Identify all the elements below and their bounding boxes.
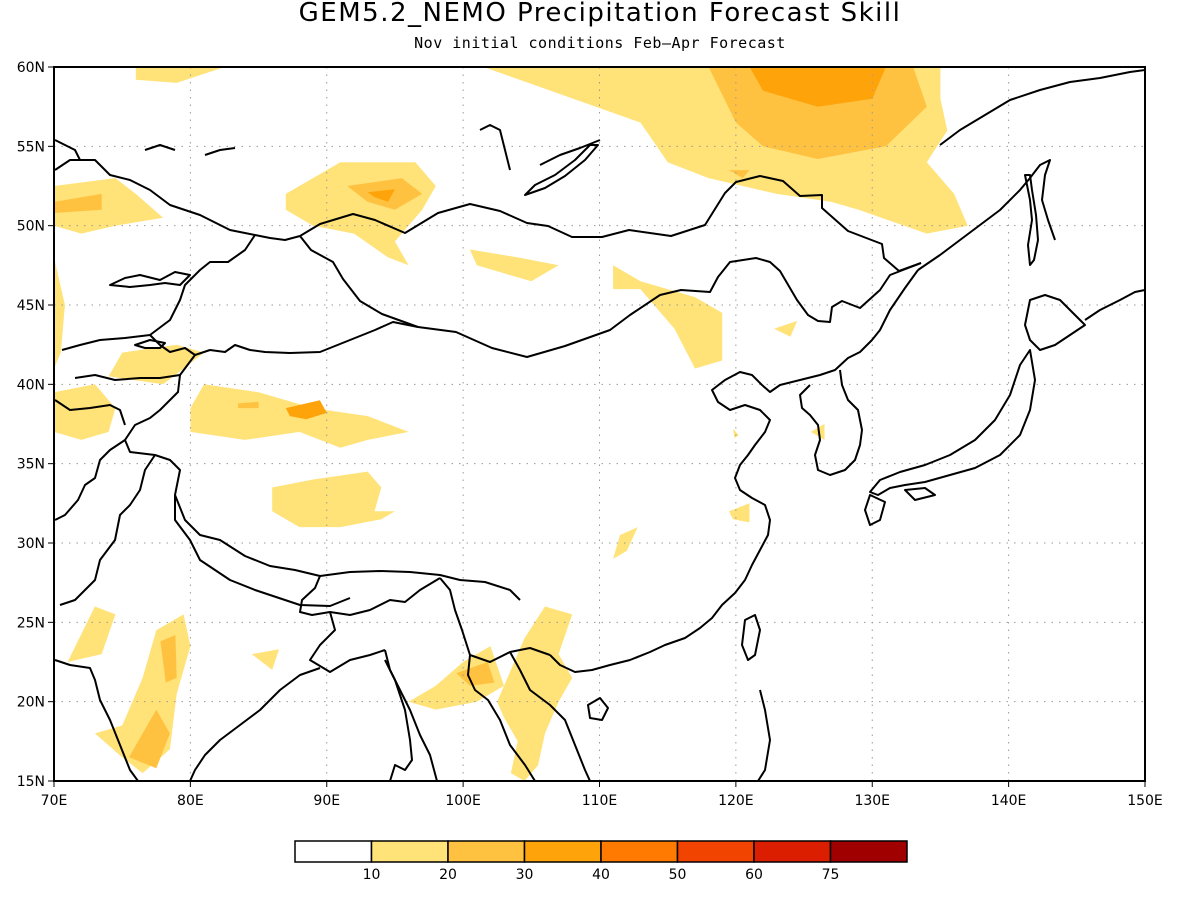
colorbar-swatch <box>676 840 755 863</box>
lon-tick-label: 70E <box>41 793 68 809</box>
skill-region-19 <box>272 471 395 528</box>
coastlines-borders <box>54 69 1145 781</box>
lat-tick-label: 30N <box>17 536 45 552</box>
lat-tick-label: 45N <box>17 298 45 314</box>
colorbar-swatch <box>370 840 449 863</box>
lon-tick-label: 90E <box>313 793 340 809</box>
colorbar-swatch <box>294 840 373 863</box>
skill-region-30 <box>733 428 739 439</box>
skill-region-12 <box>613 265 723 369</box>
lon-tick-label: 80E <box>177 793 204 809</box>
colorbar-swatch <box>600 840 679 863</box>
colorbar-swatch <box>829 840 908 863</box>
colorbar-label: 75 <box>822 867 840 883</box>
skill-region-11 <box>469 249 559 282</box>
skill-region-4 <box>749 67 886 107</box>
lon-tick-label: 130E <box>854 793 890 809</box>
lon-tick-label: 150E <box>1127 793 1163 809</box>
lat-tick-label: 50N <box>17 219 45 235</box>
colorbar-swatch <box>753 840 832 863</box>
colorbar-label: 40 <box>592 867 610 883</box>
skill-region-10 <box>367 189 395 202</box>
skill-region-5 <box>729 170 750 179</box>
colorbar-swatch <box>523 840 602 863</box>
lon-tick-label: 110E <box>582 793 618 809</box>
colorbar-swatch <box>447 840 526 863</box>
colorbar-label: 30 <box>516 867 534 883</box>
skill-region-8 <box>285 162 436 266</box>
lon-tick-label: 100E <box>445 793 481 809</box>
skill-region-16 <box>238 401 259 409</box>
skill-region-14 <box>108 344 204 385</box>
lat-tick-label: 35N <box>17 457 45 473</box>
skill-region-26 <box>129 709 170 769</box>
skill-region-25 <box>160 635 177 683</box>
skill-region-17 <box>285 400 327 420</box>
skill-region-22 <box>456 662 495 686</box>
axis-labels: 70E 80E 90E 100E 110E 120E 130E 140E 150E 15N 20N 2… <box>17 60 1163 809</box>
colorbar-label: 20 <box>439 867 457 883</box>
lon-tick-label: 140E <box>991 793 1027 809</box>
map-title: GEM5.2_NEMO Precipitation Forecast Skill <box>298 0 902 28</box>
skill-region-13 <box>54 257 65 369</box>
lat-tick-label: 20N <box>17 695 45 711</box>
lat-tick-label: 40N <box>17 377 45 393</box>
colorbar-label: 60 <box>745 867 763 883</box>
skill-region-18 <box>54 384 116 440</box>
lat-tick-label: 55N <box>17 139 45 155</box>
lat-tick-label: 25N <box>17 615 45 631</box>
lat-tick-label: 60N <box>17 60 45 76</box>
skill-shading <box>54 67 968 781</box>
map-subtitle: Nov initial conditions Feb–Apr Forecast <box>414 34 786 52</box>
skill-region-29 <box>729 503 750 523</box>
colorbar-label: 10 <box>363 867 381 883</box>
colorbar-label: 50 <box>669 867 687 883</box>
skill-region-32 <box>810 424 825 440</box>
lat-tick-label: 15N <box>17 774 45 790</box>
skill-region-7 <box>54 193 102 213</box>
skill-region-31 <box>774 320 798 337</box>
skill-region-27 <box>251 649 279 670</box>
colorbar: 10 20 30 40 50 60 75 <box>294 840 908 883</box>
skill-region-23 <box>67 606 116 662</box>
skill-region-6 <box>54 178 164 234</box>
skill-region-1 <box>135 67 225 83</box>
lon-tick-label: 120E <box>718 793 754 809</box>
